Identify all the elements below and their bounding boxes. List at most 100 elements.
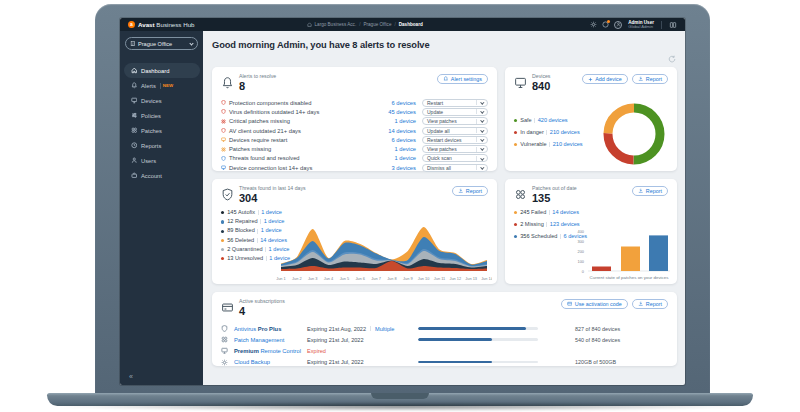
alert-action-dropdown[interactable]: View patches — [422, 145, 488, 153]
site-selector[interactable]: Prague Office — [125, 37, 198, 50]
report-button[interactable]: Report — [632, 299, 668, 309]
legend-num: 145 — [227, 210, 236, 216]
shield-alert-icon — [221, 156, 229, 161]
sidebar: Prague Office DashboardAlertsNEWDevicesP… — [120, 31, 203, 385]
alert-settings-button[interactable]: Alert settings — [437, 74, 488, 84]
legend-dot — [514, 131, 517, 134]
new-badge: NEW — [160, 83, 173, 89]
alerts-count: 8 — [239, 80, 276, 93]
subscription-name-link[interactable]: Premium Remote Control — [234, 348, 307, 354]
sidebar-item-patches[interactable]: Patches — [124, 123, 200, 138]
sidebar-collapse-icon[interactable]: « — [129, 373, 133, 380]
svg-text:Jun 5: Jun 5 — [340, 276, 350, 281]
patches-card: Patches out of date 135 Report 245Failed… — [505, 179, 677, 284]
chevron-down-icon — [480, 128, 484, 132]
svg-text:100: 100 — [578, 259, 585, 264]
breadcrumb-item[interactable]: Largo Business Acc. — [315, 22, 357, 27]
monitor-icon — [514, 75, 527, 93]
alert-device-count-link[interactable]: 3 devices — [364, 165, 416, 171]
patches-icon — [514, 187, 527, 205]
console-switch-icon[interactable] — [669, 21, 677, 29]
sidebar-item-dashboard[interactable]: Dashboard — [124, 63, 200, 78]
app-window: a Avast Business Hub Largo Business Acc.… — [120, 18, 685, 385]
report-button[interactable]: Report — [452, 186, 488, 196]
subscription-progress — [418, 327, 575, 330]
subscription-name-link[interactable]: Cloud Backup — [234, 359, 307, 365]
sidebar-item-label: Reports — [141, 143, 161, 149]
notifications-icon[interactable] — [602, 21, 609, 28]
alert-action-dropdown[interactable]: View patches — [422, 117, 488, 125]
subscription-status: Expiring 21st Jul, 2022 — [307, 359, 418, 365]
svg-text:Current state of patches on yo: Current state of patches on your devices — [590, 275, 670, 280]
svg-text:300: 300 — [578, 239, 585, 244]
laptop-bezel: a Avast Business Hub Largo Business Acc.… — [95, 4, 710, 393]
legend-dot — [514, 235, 517, 238]
threats-card: Threats found in last 14 days 304 Report… — [212, 179, 497, 284]
card-title: Active subscriptions — [239, 299, 285, 305]
sidebar-item-label: Alerts — [141, 83, 156, 89]
legend-device-link[interactable]: 14 devices — [552, 210, 579, 216]
sidebar-item-devices[interactable]: Devices — [124, 93, 200, 108]
shield-alert-icon — [221, 109, 229, 114]
alert-label: Virus definitions outdated 14+ days — [229, 109, 364, 115]
subscription-name-link[interactable]: Patch Management — [234, 337, 307, 343]
legend-num: 245 — [520, 210, 529, 216]
alert-device-count-link[interactable]: 45 devices — [364, 109, 416, 115]
settings-gear-icon[interactable] — [590, 21, 597, 28]
legend-row: Vulnerable210 devices — [514, 142, 583, 148]
report-button[interactable]: Report — [632, 74, 668, 84]
patches-bar-chart: 0100200300400Current state of patches on… — [564, 221, 676, 285]
legend-device-link[interactable]: 210 devices — [550, 130, 580, 136]
sidebar-item-alerts[interactable]: Alerts NEW — [124, 78, 200, 93]
alert-label: AV client outdated 21+ days — [229, 128, 364, 134]
sidebar-item-users[interactable]: Users — [124, 153, 200, 168]
svg-text:Jun 1: Jun 1 — [276, 276, 286, 281]
subscription-usage: 120GB of 500GB — [575, 359, 616, 365]
subscriptions-count: 4 — [239, 305, 285, 318]
svg-text:Jun 9: Jun 9 — [403, 276, 413, 281]
legend-dot — [221, 257, 224, 260]
refresh-icon[interactable] — [668, 55, 676, 63]
legend-dot — [221, 220, 224, 223]
breadcrumb-item[interactable]: Prague Office — [363, 22, 391, 27]
shield-alert-icon — [221, 128, 229, 133]
svg-text:Jun 12: Jun 12 — [449, 276, 461, 281]
sidebar-item-label: Users — [141, 158, 156, 164]
add-device-button[interactable]: Add device — [582, 74, 628, 84]
use-activation-code-button[interactable]: Use activation code — [561, 299, 628, 309]
patches-count: 135 — [532, 192, 577, 205]
alert-device-count-link[interactable]: 14 devices — [364, 128, 416, 134]
multiple-link[interactable]: Multiple — [366, 326, 394, 332]
alert-device-count-link[interactable]: 6 devices — [364, 100, 416, 106]
alert-action-dropdown[interactable]: Dismiss all — [422, 164, 488, 172]
report-button[interactable]: Report — [632, 186, 668, 196]
alert-device-count-link[interactable]: 1 device — [364, 155, 416, 161]
alert-device-count-link[interactable]: 1 device — [364, 118, 416, 124]
svg-text:Jun 2: Jun 2 — [292, 276, 302, 281]
subscription-name-link[interactable]: Antivirus Pro Plus — [234, 326, 307, 332]
sidebar-item-policies[interactable]: Policies — [124, 108, 200, 123]
alert-action-dropdown[interactable]: Restart — [422, 99, 488, 107]
svg-text:0: 0 — [582, 269, 585, 274]
legend-dot — [221, 248, 224, 251]
svg-text:Jun 14: Jun 14 — [481, 276, 492, 281]
user-info[interactable]: Admin User Global Admin — [628, 20, 654, 30]
legend-num: 356 — [520, 234, 529, 240]
legend-device-link[interactable]: 420 devices — [538, 118, 568, 124]
alert-action-dropdown[interactable]: Update all — [422, 127, 488, 135]
legend-num: 13 — [227, 256, 233, 262]
alert-device-count-link[interactable]: 1 device — [364, 146, 416, 152]
site-selector-label: Prague Office — [138, 41, 188, 47]
sidebar-item-account[interactable]: Account — [124, 168, 200, 183]
alert-action-dropdown[interactable]: Update — [422, 108, 488, 116]
legend-device-link[interactable]: 210 devices — [553, 142, 583, 148]
avatar[interactable] — [614, 21, 622, 29]
sidebar-item-label: Patches — [141, 128, 162, 134]
home-icon — [307, 22, 312, 27]
alert-device-count-link[interactable]: 6 devices — [364, 137, 416, 143]
alert-action-dropdown[interactable]: Quick scan — [422, 154, 488, 162]
alert-action-dropdown[interactable]: Restart devices — [422, 136, 488, 144]
sidebar-item-reports[interactable]: Reports — [124, 138, 200, 153]
topbar: a Avast Business Hub Largo Business Acc.… — [120, 18, 685, 31]
legend-row: Safe420 devices — [514, 118, 583, 124]
